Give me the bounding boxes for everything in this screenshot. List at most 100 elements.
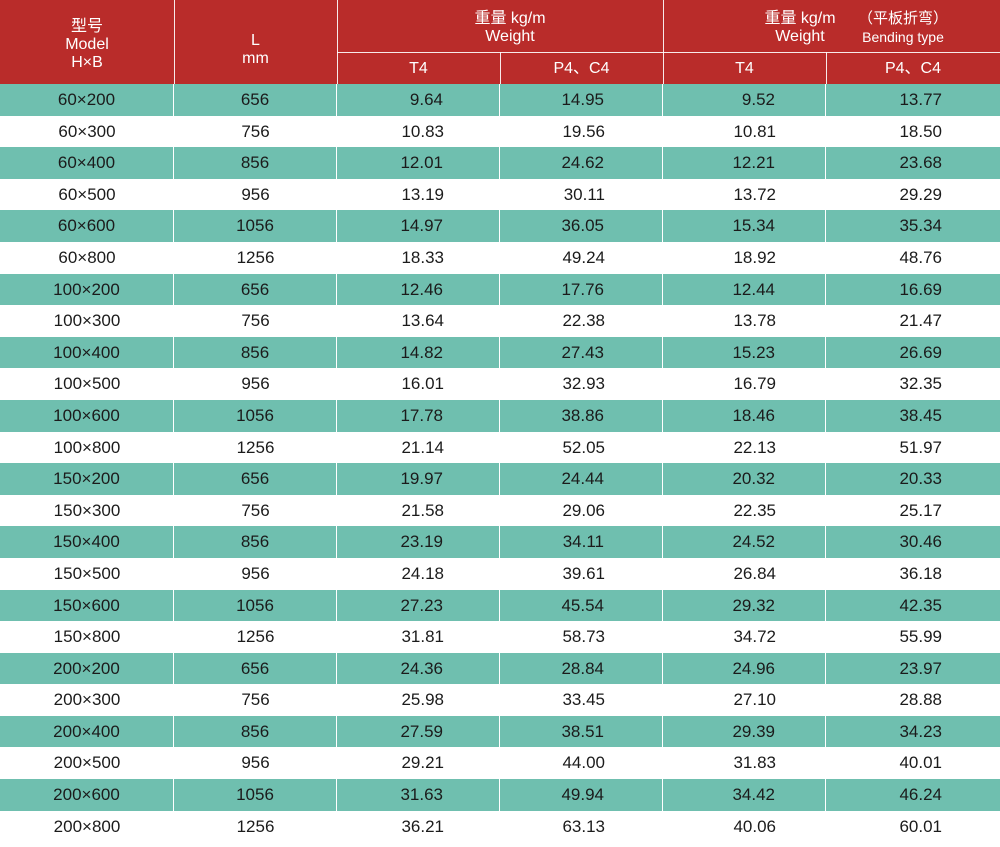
bending-p4c4-cell: 16.69 <box>899 279 942 299</box>
weight-p4c4-cell: 33.45 <box>562 690 605 710</box>
bending-p4c4-cell: 30.46 <box>899 532 942 552</box>
header-divider <box>663 0 664 84</box>
model-header-dim: H×B <box>71 54 103 71</box>
weight-t4-cell: 36.21 <box>401 816 444 836</box>
length-cell: 756 <box>241 311 270 331</box>
bending-t4-cell: 15.23 <box>663 336 826 369</box>
weight-group-1-header: 重量 kg/m Weight <box>337 10 663 46</box>
length-cell: 1256 <box>236 627 275 647</box>
bending-p4c4-cell: 36.18 <box>899 563 942 583</box>
table-row: 60×500 956 13.19 30.11 13.72 29.29 <box>0 179 1000 211</box>
table-body: 60×200 656 9.64 14.95 9.52 13.77 60×300 756 10.8… <box>0 84 1000 842</box>
subheader-p4c4-group2: P4、C4 <box>884 60 942 77</box>
weight-p4c4-cell: 24.62 <box>500 147 663 179</box>
bending-p4c4-cell: 18.50 <box>899 121 942 141</box>
weight-p4c4-cell: 49.94 <box>500 779 663 811</box>
table-row: 100×300 756 13.64 22.38 13.78 21.47 <box>0 305 1000 337</box>
weight-p4c4-cell: 44.00 <box>562 753 605 773</box>
weight-p4c4-cell: 52.05 <box>562 437 605 457</box>
bending-t4-cell: 34.42 <box>663 779 826 811</box>
length-cell: 856 <box>174 526 337 558</box>
table-row: 150×500 956 24.18 39.61 26.84 36.18 <box>0 558 1000 590</box>
length-header-unit: mm <box>242 50 269 67</box>
weight-p4c4-cell: 29.06 <box>562 500 605 520</box>
model-cell: 150×800 <box>53 627 121 647</box>
length-cell: 1256 <box>236 437 275 457</box>
model-cell: 60×200 <box>0 84 174 116</box>
bending-t4-cell: 40.06 <box>733 816 776 836</box>
weight-t4-cell: 12.01 <box>337 147 500 179</box>
bending-type-header: （平板折弯） Bending type <box>848 10 958 46</box>
bending-t4-cell: 18.46 <box>663 399 826 432</box>
bending-p4c4-cell: 60.01 <box>899 816 942 836</box>
weight-t4-cell: 21.58 <box>401 500 444 520</box>
table-row: 100×800 1256 21.14 52.05 22.13 51.97 <box>0 432 1000 464</box>
weight-p4c4-cell: 58.73 <box>562 627 605 647</box>
weight-group-1-cn: 重量 kg/m <box>474 10 546 27</box>
bending-t4-cell: 34.72 <box>733 627 776 647</box>
bending-t4-cell: 27.10 <box>733 690 776 710</box>
model-header-en: Model <box>65 36 109 53</box>
bending-p4c4-cell: 29.29 <box>899 184 942 204</box>
bending-t4-cell: 12.44 <box>663 273 826 306</box>
model-cell: 200×400 <box>0 715 174 748</box>
bending-t4-cell: 16.79 <box>733 374 776 394</box>
length-cell: 756 <box>241 500 270 520</box>
bending-p4c4-cell: 48.76 <box>899 247 942 267</box>
model-cell: 100×300 <box>53 311 121 331</box>
bending-t4-cell: 13.78 <box>733 311 776 331</box>
length-header-l: L <box>251 32 260 49</box>
model-cell: 60×800 <box>58 247 116 267</box>
bending-p4c4-cell: 28.88 <box>899 690 942 710</box>
table-row: 100×600 1056 17.78 38.86 18.46 38.45 <box>0 399 1000 432</box>
table-row: 200×200 656 24.36 28.84 24.96 23.97 <box>0 652 1000 685</box>
bending-p4c4-cell: 55.99 <box>899 627 942 647</box>
bending-p4c4-cell: 25.17 <box>899 500 942 520</box>
length-cell: 856 <box>174 336 337 369</box>
weight-t4-cell: 19.97 <box>337 463 500 495</box>
weight-t4-cell: 10.83 <box>401 121 444 141</box>
bending-t4-cell: 26.84 <box>733 563 776 583</box>
length-cell: 856 <box>174 715 337 748</box>
bending-t4-cell: 24.52 <box>663 526 826 558</box>
length-cell: 1056 <box>174 589 337 622</box>
table-header: 型号 Model H×B L mm 重量 kg/m Weight 重量 kg/m… <box>0 0 1000 84</box>
model-header: 型号 Model H×B <box>0 18 174 72</box>
weight-group-2-header: 重量 kg/m Weight <box>740 10 860 46</box>
weight-p4c4-cell: 30.11 <box>563 184 605 204</box>
length-cell: 956 <box>241 184 270 204</box>
bending-t4-cell: 29.32 <box>663 589 826 622</box>
table-row: 100×500 956 16.01 32.93 16.79 32.35 <box>0 368 1000 400</box>
weight-t4-cell: 27.23 <box>337 589 500 622</box>
weight-p4c4-cell: 63.13 <box>562 816 605 836</box>
model-cell: 100×800 <box>53 437 121 457</box>
weight-t4-cell: 13.64 <box>401 311 444 331</box>
bending-t4-cell: 18.92 <box>733 247 776 267</box>
length-cell: 656 <box>174 463 337 495</box>
weight-p4c4-cell: 27.43 <box>500 336 663 369</box>
model-cell: 200×200 <box>0 652 174 685</box>
model-cell: 150×600 <box>0 589 174 622</box>
model-cell: 150×200 <box>0 463 174 495</box>
weight-p4c4-cell: 34.11 <box>500 526 663 558</box>
model-cell: 60×400 <box>0 147 174 179</box>
weight-p4c4-cell: 49.24 <box>562 247 605 267</box>
table-row: 150×400 856 23.19 34.11 24.52 30.46 <box>0 526 1000 558</box>
model-cell: 60×600 <box>0 210 174 242</box>
bending-p4c4-cell: 32.35 <box>899 374 942 394</box>
weight-t4-cell: 24.18 <box>401 563 444 583</box>
model-cell: 200×800 <box>53 816 121 836</box>
bending-p4c4-cell: 23.97 <box>899 658 942 678</box>
bending-t4-cell: 13.72 <box>733 184 776 204</box>
table-row: 60×600 1056 14.97 36.05 15.34 35.34 <box>0 210 1000 242</box>
bending-t4-cell: 22.35 <box>733 500 776 520</box>
model-cell: 150×500 <box>53 563 121 583</box>
model-cell: 200×600 <box>0 779 174 811</box>
table-row: 150×600 1056 27.23 45.54 29.32 42.35 <box>0 589 1000 622</box>
weight-t4-cell: 12.46 <box>337 273 500 306</box>
bending-p4c4-cell: 38.45 <box>899 405 942 425</box>
weight-p4c4-cell: 19.56 <box>562 121 605 141</box>
header-divider <box>174 0 175 84</box>
bending-t4-cell: 9.52 <box>663 84 826 116</box>
bending-type-cn: （平板折弯） <box>857 10 948 27</box>
